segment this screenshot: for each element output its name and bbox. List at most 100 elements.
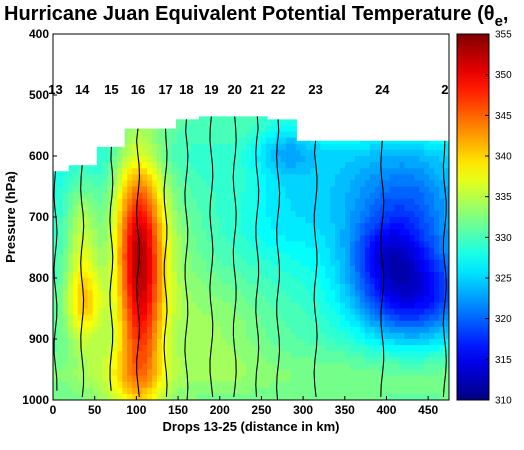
contour-cell xyxy=(399,186,406,194)
contour-cell xyxy=(142,387,148,395)
contour-cell xyxy=(290,339,297,346)
contour-cell xyxy=(206,357,212,364)
contour-cell xyxy=(270,229,277,236)
contour-cell xyxy=(439,223,445,230)
contour-cell xyxy=(241,192,247,200)
contour-cell xyxy=(216,302,222,310)
contour-cell xyxy=(181,137,188,145)
contour-cell xyxy=(251,131,257,139)
contour-cell xyxy=(147,229,153,236)
contour-cell xyxy=(409,247,415,255)
contour-cell xyxy=(156,186,163,194)
contour-cell xyxy=(122,296,128,303)
contour-cell xyxy=(211,210,217,218)
contour-cell xyxy=(221,156,227,163)
contour-cell xyxy=(196,375,203,383)
contour-cell xyxy=(236,369,242,377)
contour-cell xyxy=(216,125,222,133)
contour-cell xyxy=(211,198,217,206)
contour-cell xyxy=(300,198,307,206)
contour-cell xyxy=(255,131,262,139)
contour-cell xyxy=(414,180,420,188)
contour-cell xyxy=(147,302,153,310)
contour-cell xyxy=(305,393,311,401)
contour-cell xyxy=(285,369,292,377)
contour-cell xyxy=(166,339,173,346)
contour-cell xyxy=(147,375,153,383)
contour-cell xyxy=(330,247,336,255)
contour-cell xyxy=(310,369,316,377)
contour-cell xyxy=(201,229,208,236)
contour-cell xyxy=(226,119,232,127)
contour-cell xyxy=(102,253,109,261)
contour-cell xyxy=(414,156,420,163)
contour-cell xyxy=(152,290,158,297)
x-tick-label: 450 xyxy=(418,403,438,417)
contour-cell xyxy=(310,186,316,194)
contour-cell xyxy=(191,302,198,310)
contour-cell xyxy=(305,149,311,157)
contour-cell xyxy=(211,204,217,212)
contour-cell xyxy=(72,369,79,377)
contour-cell xyxy=(147,363,153,371)
contour-cell xyxy=(310,174,316,181)
contour-cell xyxy=(340,284,346,291)
contour-cell xyxy=(221,357,227,364)
contour-cell xyxy=(434,229,440,236)
contour-cell xyxy=(53,357,59,364)
contour-cell xyxy=(434,180,440,188)
contour-cell xyxy=(251,235,257,242)
contour-cell xyxy=(152,253,158,261)
contour-cell xyxy=(439,387,445,395)
contour-cell xyxy=(241,131,247,139)
contour-cell xyxy=(57,247,64,255)
contour-cell xyxy=(350,290,356,297)
contour-cell xyxy=(444,217,449,224)
contour-cell xyxy=(122,125,128,133)
contour-cell xyxy=(92,186,99,194)
contour-cell xyxy=(335,369,341,377)
contour-cell xyxy=(107,278,113,285)
contour-cell xyxy=(147,204,153,212)
contour-cell xyxy=(255,168,262,175)
contour-cell xyxy=(394,180,401,188)
contour-cell xyxy=(236,345,242,352)
contour-cell xyxy=(285,387,292,395)
contour-cell xyxy=(67,247,74,255)
contour-cell xyxy=(295,137,302,145)
contour-cell xyxy=(161,217,168,224)
contour-cell xyxy=(285,381,292,389)
contour-cell xyxy=(152,198,158,206)
contour-cell xyxy=(384,174,391,181)
contour-cell xyxy=(236,217,242,224)
contour-cell xyxy=(186,332,193,340)
contour-cell xyxy=(260,241,267,249)
contour-cell xyxy=(335,351,341,358)
contour-cell xyxy=(62,265,69,273)
contour-cell xyxy=(57,168,64,175)
contour-cell xyxy=(142,381,148,389)
contour-cell xyxy=(345,339,351,346)
contour-cell xyxy=(419,180,425,188)
contour-cell xyxy=(399,253,406,261)
contour-cell xyxy=(57,332,64,340)
contour-cell xyxy=(147,149,153,157)
contour-cell xyxy=(340,369,346,377)
contour-cell xyxy=(379,235,386,242)
contour-cell xyxy=(132,314,138,322)
contour-cell xyxy=(102,339,109,346)
contour-cell xyxy=(156,162,163,169)
contour-cell xyxy=(384,137,391,145)
contour-cell xyxy=(394,320,401,328)
contour-cell xyxy=(399,375,406,383)
contour-cell xyxy=(231,296,237,303)
contour-cell xyxy=(310,363,316,371)
contour-cell xyxy=(295,143,302,151)
contour-cell xyxy=(270,265,277,273)
contour-cell xyxy=(424,290,430,297)
contour-cell xyxy=(300,375,307,383)
contour-cell xyxy=(335,259,341,267)
contour-cell xyxy=(285,278,292,285)
contour-cell xyxy=(290,131,297,139)
contour-cell xyxy=(92,271,99,279)
